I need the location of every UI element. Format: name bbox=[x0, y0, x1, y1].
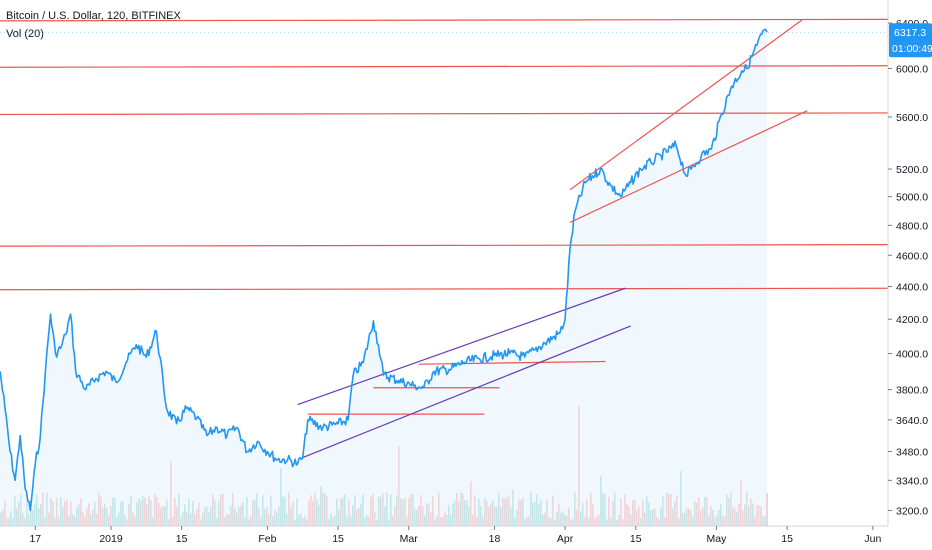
price-area bbox=[0, 29, 767, 527]
y-tick-label: 3480.0 bbox=[896, 446, 928, 458]
x-tick-label: Jun bbox=[864, 533, 881, 545]
trend-channel-line bbox=[569, 110, 808, 223]
trend-channel-line bbox=[302, 325, 631, 459]
price-series bbox=[0, 28, 768, 512]
trend-channel-line bbox=[569, 19, 803, 191]
y-tick-label: 5000.0 bbox=[896, 192, 928, 204]
y-tick-label: 6000.0 bbox=[896, 63, 928, 75]
y-tick-label: 5600.0 bbox=[896, 112, 928, 124]
x-tick-label: May bbox=[707, 533, 728, 545]
y-tick-label: 4800.0 bbox=[896, 220, 928, 232]
y-tick-label: 5200.0 bbox=[896, 164, 928, 176]
time-axis[interactable]: 17 2019 15 Feb 15 Mar 18 Apr 15 May 15 Jun bbox=[0, 525, 888, 550]
support-segment bbox=[418, 360, 606, 365]
volume-indicator-label[interactable]: Vol (20) bbox=[6, 28, 44, 40]
last-price-badge bbox=[889, 23, 932, 58]
y-tick-label: 4000.0 bbox=[896, 349, 928, 361]
x-tick-label: Mar bbox=[400, 533, 419, 545]
price-axis-bg bbox=[888, 0, 932, 550]
x-tick-label: 18 bbox=[489, 533, 501, 545]
y-tick-label: 3340.0 bbox=[896, 475, 928, 487]
resistance-line bbox=[0, 18, 889, 22]
last-price-label: 6317.3 bbox=[894, 27, 926, 39]
y-tick-label: 3800.0 bbox=[896, 385, 928, 397]
y-tick-label: 3640.0 bbox=[896, 415, 928, 427]
x-tick-label: 15 bbox=[176, 533, 188, 545]
resistance-line bbox=[0, 112, 889, 116]
x-tick-label: 2019 bbox=[99, 533, 123, 545]
x-tick-label: 15 bbox=[630, 533, 642, 545]
price-line bbox=[0, 28, 768, 512]
resistance-line bbox=[0, 244, 889, 247]
x-tick-label: 17 bbox=[29, 533, 41, 545]
axis-labels: 6317.3 01:00:49 bbox=[0, 23, 932, 58]
x-tick-label: Apr bbox=[557, 533, 574, 545]
time-axis-bg bbox=[0, 526, 888, 550]
price-axis[interactable]: 3200.0 3340.0 3480.0 3640.0 3800.0 4000.0 4200… bbox=[887, 0, 932, 550]
x-tick-label: Feb bbox=[258, 533, 276, 545]
price-area-fill bbox=[0, 29, 767, 527]
x-tick-label: 15 bbox=[781, 533, 793, 545]
y-tick-label: 4600.0 bbox=[896, 250, 928, 262]
x-tick-label: 15 bbox=[332, 533, 344, 545]
y-tick-label: 3200.0 bbox=[896, 505, 928, 517]
support-segments bbox=[307, 360, 606, 415]
y-tick-label: 4400.0 bbox=[896, 282, 928, 294]
chart-title[interactable]: Bitcoin / U.S. Dollar, 120, BITFINEX bbox=[6, 10, 181, 22]
resistance-line bbox=[0, 287, 889, 291]
y-tick-label: 4200.0 bbox=[896, 314, 928, 326]
countdown-label: 01:00:49 bbox=[892, 43, 932, 55]
